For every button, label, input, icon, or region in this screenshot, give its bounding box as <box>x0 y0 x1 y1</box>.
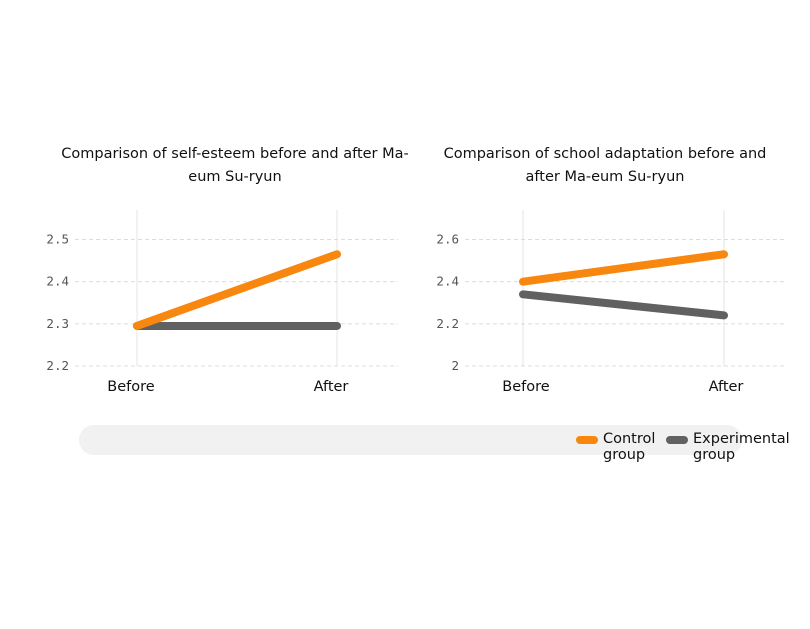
y-tick-label: 2.4 <box>436 274 459 289</box>
legend-item-control: Control group <box>576 431 655 463</box>
chart-title-school-adaptation: Comparison of school adaptation before a… <box>443 146 767 185</box>
x-tick-label: After <box>709 379 744 395</box>
y-tick-label: 2.6 <box>436 232 459 247</box>
legend-item-experimental: Experimental group <box>666 431 790 463</box>
series-line-experimental <box>519 290 728 320</box>
y-tick-label: 2 <box>451 358 459 373</box>
y-tick-label: 2.2 <box>46 358 69 373</box>
legend-label-experimental: Experimental group <box>693 431 790 463</box>
y-tick-label: 2.5 <box>46 232 69 247</box>
x-tick-label: Before <box>107 379 154 395</box>
experimental-line-swatch-icon <box>666 436 688 444</box>
x-tick-label: Before <box>502 379 549 395</box>
x-tick-label: After <box>314 379 349 395</box>
series-line-control <box>133 250 341 330</box>
y-tick-label: 2.4 <box>46 274 69 289</box>
y-tick-label: 2.3 <box>46 316 69 331</box>
control-line-swatch-icon <box>576 436 598 444</box>
legend-background <box>79 425 742 455</box>
series-line-control <box>519 250 728 286</box>
chart-title-self-esteem: Comparison of self-esteem before and aft… <box>61 146 409 185</box>
y-tick-label: 2.2 <box>436 316 459 331</box>
legend-label-control: Control group <box>603 431 656 463</box>
